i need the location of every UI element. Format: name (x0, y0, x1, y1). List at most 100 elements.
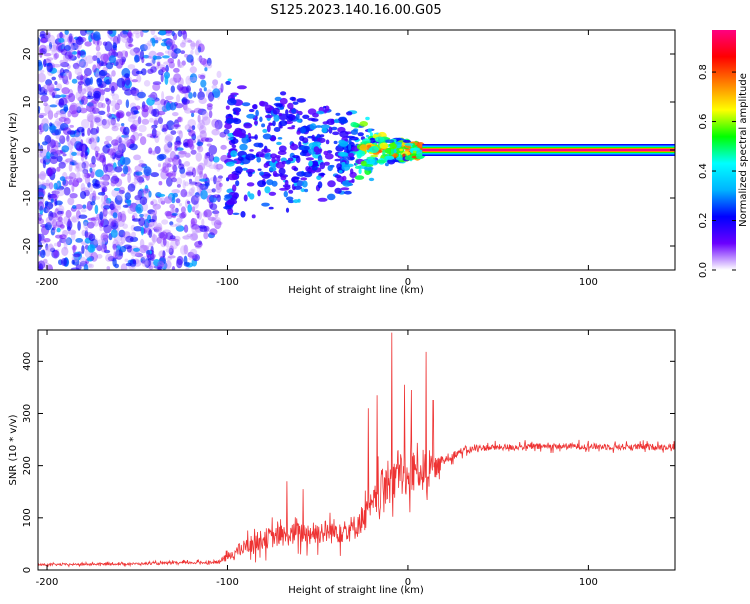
spectrogram-cell (192, 167, 196, 178)
spectrogram-cell (44, 104, 51, 115)
spectrogram-cell (303, 145, 310, 150)
spectrogram-cell (39, 30, 46, 37)
spectrogram-cell (178, 163, 185, 170)
spectrogram-cell (174, 223, 182, 227)
spectrogram-cell (158, 30, 167, 36)
spectrogram-cell (291, 176, 299, 184)
spectrogram-cell (232, 212, 240, 215)
spectrogram-cell (339, 140, 349, 147)
spectrogram-cell (75, 264, 82, 270)
spectrogram-cell (124, 50, 128, 58)
spectrogram-cell (148, 219, 156, 223)
spectrogram-cell (105, 135, 113, 142)
spectrogram-cell (212, 156, 220, 163)
spectrogram-cell (130, 111, 135, 116)
spectrogram-cell (57, 216, 64, 223)
spectrogram-cell (188, 92, 193, 99)
spectrogram-cell (129, 90, 138, 95)
spectrogram-cell (224, 194, 233, 199)
spectrogram-cell (130, 134, 136, 144)
spectrogram-cell (128, 44, 134, 47)
spectrogram-cell (80, 30, 87, 36)
spectrogram-cell (121, 33, 130, 44)
colorbar-label: Normalized spectral amplitude (738, 73, 749, 227)
spectrogram-cell (71, 259, 75, 265)
spectrogram-cell (203, 209, 212, 218)
spectrogram-cell (166, 39, 176, 47)
spectrogram-cell (102, 181, 110, 186)
spectrogram-cell (271, 180, 278, 187)
spectrogram-cell (184, 152, 191, 158)
spectrogram-cell (104, 61, 108, 65)
spectrogram-cell (49, 104, 58, 108)
spectrogram-cell (166, 257, 172, 261)
spectrogram-cell (125, 76, 131, 86)
spectrogram-cell (79, 58, 86, 68)
spectrogram-cell (356, 151, 362, 159)
spectrogram-cell (243, 194, 248, 202)
spectrogram-cell (118, 186, 125, 193)
spectrogram-cell (264, 186, 271, 194)
spectrogram-cell (170, 239, 178, 250)
spectrogram-cell (201, 218, 205, 227)
spectrogram-cell (144, 227, 151, 231)
spectrogram-cell (185, 267, 190, 270)
spectrogram-cell (150, 253, 157, 259)
spectrogram-cell (315, 125, 322, 128)
spectrogram-cell (131, 68, 140, 77)
spectrogram-cell (51, 190, 60, 195)
spectrogram-cell (170, 85, 175, 93)
spectrogram-cell (153, 228, 160, 233)
spectrogram-cell (164, 134, 174, 142)
spectrogram-cell (161, 166, 170, 174)
spectrogram-cell (39, 86, 46, 94)
figure-title: S125.2023.140.16.00.G05 (270, 3, 441, 18)
spectrogram-cell (137, 176, 145, 183)
spectrogram-cell (125, 262, 132, 267)
spectrogram-cell (170, 130, 177, 136)
spectrogram-cell (120, 210, 126, 219)
spectrogram-cell (128, 115, 137, 119)
spectrogram-cell (167, 157, 174, 163)
spectrogram-cell (160, 73, 164, 83)
spectrogram-cell (99, 227, 103, 232)
spectrogram-cell (85, 206, 92, 210)
colorbar-tick-label: 0.8 (698, 64, 709, 80)
spectrogram-cell (40, 37, 48, 44)
spectrogram-cell (117, 143, 126, 154)
spectrogram-cell (284, 185, 291, 190)
spectrogram-cell (171, 212, 178, 216)
spectrogram-cell (102, 66, 109, 72)
spectrogram-cell (208, 145, 218, 155)
spectrogram-cell (218, 182, 223, 188)
spectrogram-cell (144, 184, 149, 194)
spectrogram-cell (257, 189, 261, 197)
spectrogram-cell (283, 190, 288, 198)
spectrogram-cell (59, 234, 67, 240)
spectrogram-cell (279, 97, 288, 105)
spectrogram-cell (165, 102, 171, 111)
spectrogram-cell (47, 264, 53, 270)
spectrogram-cell (74, 166, 81, 173)
spectrogram-cell (38, 215, 42, 222)
spectrogram-cell (128, 265, 136, 270)
spectrogram-cell (370, 154, 379, 158)
spectrogram-cell (158, 181, 163, 186)
spectrogram-cell (109, 200, 115, 211)
spectrogram-cell (276, 141, 282, 146)
spectrogram-cell (142, 213, 148, 217)
spectrogram-cell (90, 140, 97, 150)
spectrogram-cell (172, 78, 181, 82)
spectrogram-cell (183, 261, 190, 267)
spectrogram-cell (91, 155, 96, 165)
spectrogram-cell (117, 33, 121, 44)
spectrogram-cell (403, 139, 411, 143)
spectrogram-cell (176, 94, 181, 103)
spectrogram-cell (347, 156, 355, 161)
spectrogram-cell (56, 227, 61, 233)
colorbar-gradient (712, 30, 736, 270)
spectrogram-cell (62, 72, 70, 80)
spectrogram-cell (49, 212, 57, 219)
spectrogram-cell (223, 128, 230, 135)
spectrogram-cell (150, 30, 156, 36)
